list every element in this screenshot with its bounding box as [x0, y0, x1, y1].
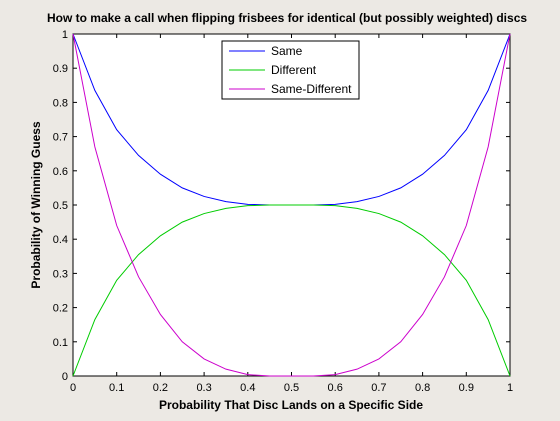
legend: Same Different Same-Different — [221, 40, 360, 100]
y-tick-label: 0.7 — [53, 132, 68, 144]
y-tick-label: 0.9 — [53, 63, 68, 75]
y-tick-label: 1 — [62, 29, 68, 41]
series-line-different — [72, 204, 511, 377]
y-tick-label: 0.2 — [53, 303, 68, 315]
legend-label: Same-Different — [271, 82, 352, 96]
x-tick-label: 0.9 — [459, 382, 474, 394]
series-lines — [72, 33, 511, 377]
x-tick-label: 0 — [70, 382, 76, 394]
x-tick-label: 0.3 — [196, 382, 211, 394]
y-axis-label: Probability of Winning Guess — [29, 121, 43, 289]
legend-label: Different — [271, 63, 317, 77]
x-tick-label: 0.1 — [109, 382, 124, 394]
series-line-same-different — [72, 33, 511, 377]
legend-label: Same — [271, 44, 303, 58]
x-tick-label: 0.6 — [328, 382, 343, 394]
x-tick-label: 0.5 — [284, 382, 299, 394]
x-tick-label: 0.7 — [371, 382, 386, 394]
x-tick-label: 1 — [507, 382, 513, 394]
x-tick-label: 0.8 — [415, 382, 430, 394]
y-tick-label: 0 — [62, 371, 68, 383]
y-tick-label: 0.3 — [53, 268, 68, 280]
x-axis: 0 0.1 0.2 0.3 0.4 0.5 0.6 0.7 0.8 0.9 1 — [70, 34, 513, 394]
y-tick-label: 0.4 — [53, 234, 68, 246]
x-tick-label: 0.2 — [153, 382, 168, 394]
chart-title: How to make a call when flipping frisbee… — [47, 11, 527, 25]
y-tick-label: 0.1 — [53, 337, 68, 349]
y-tick-label: 0.6 — [53, 166, 68, 178]
x-tick-label: 0.4 — [240, 382, 255, 394]
y-tick-label: 0.5 — [53, 200, 68, 212]
x-axis-label: Probability That Disc Lands on a Specifi… — [159, 398, 423, 412]
y-tick-label: 0.8 — [53, 97, 68, 109]
y-axis: 0 0.1 0.2 0.3 0.4 0.5 0.6 0.7 0.8 0.9 1 — [53, 29, 510, 383]
